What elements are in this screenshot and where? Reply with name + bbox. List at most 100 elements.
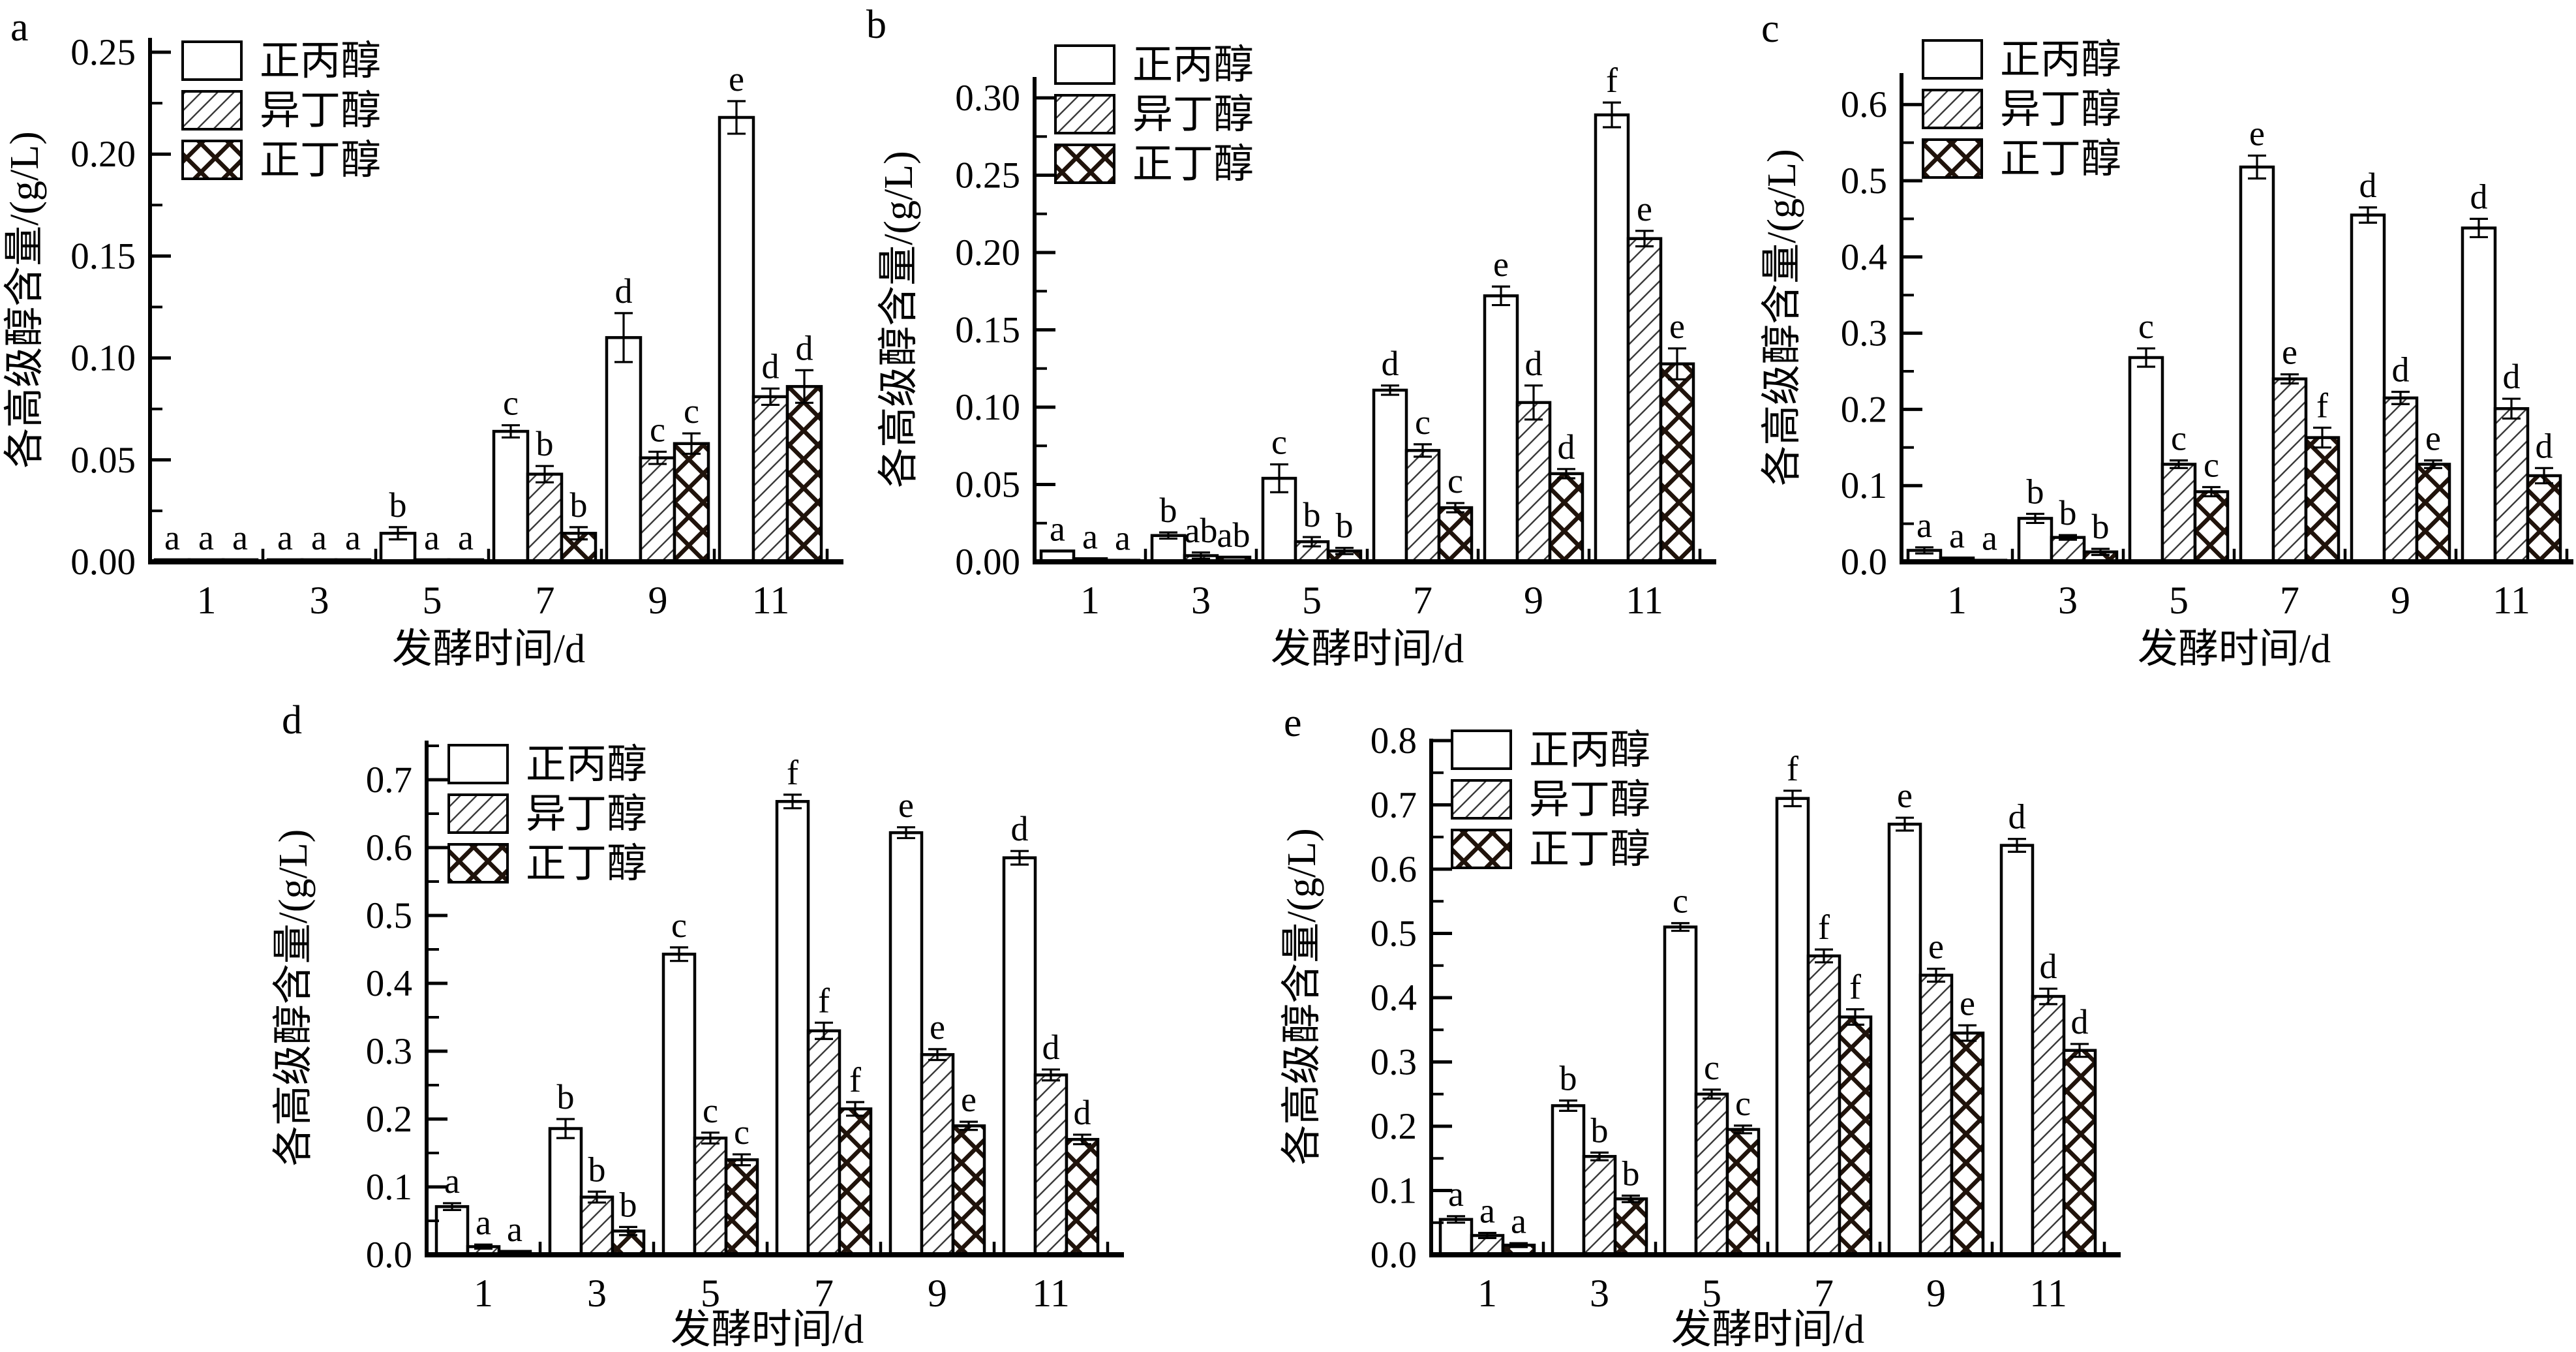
legend-swatch-n-butanol [181, 140, 243, 180]
x-tick-label: 3 [1191, 579, 1211, 622]
x-tick-label: 11 [1626, 579, 1663, 622]
sig-letter: b [620, 1185, 637, 1224]
sig-letter: b [2059, 493, 2077, 532]
bar-isobutanol-day11 [1626, 237, 1663, 564]
y-tick-label: 0.2 [366, 1099, 412, 1140]
sig-letter: c [1673, 882, 1688, 921]
sig-letter: f [787, 753, 798, 792]
legend-label-isobutanol: 异丁醇 [1132, 93, 1254, 137]
sig-letter: a [1448, 1175, 1464, 1214]
bar-n-butanol-day3 [1613, 1197, 1648, 1257]
y-axis-title: 各高级醇含量/(g/L) [1280, 828, 1324, 1165]
bar-isobutanol-day11 [2031, 994, 2066, 1257]
bar-n-propanol-day7 [775, 800, 810, 1257]
bar-n-propanol-day9 [1887, 822, 1922, 1257]
legend-swatch-n-propanol [1922, 39, 1983, 80]
x-tick-label: 9 [1524, 579, 1543, 622]
bar-n-propanol-day11 [1999, 844, 2035, 1257]
sig-letter: e [1928, 927, 1944, 966]
sig-letter: b [1622, 1154, 1640, 1193]
y-tick-label: 0.3 [1841, 313, 1887, 354]
sig-letter: e [1493, 245, 1509, 284]
legend-label-isobutanol: 异丁醇 [1529, 778, 1650, 822]
x-tick-label: 7 [2280, 579, 2299, 622]
sig-letter: d [2503, 357, 2521, 396]
legend-label-n-propanol: 正丙醇 [1132, 43, 1254, 87]
bar-n-propanol-day3 [548, 1127, 583, 1257]
sig-letter: c [671, 906, 687, 945]
legend-label-isobutanol: 异丁醇 [260, 89, 381, 133]
x-tick-label: 3 [587, 1272, 607, 1315]
bar-n-propanol-day9 [888, 831, 924, 1257]
y-tick-label: 0.5 [366, 895, 412, 936]
legend-label-isobutanol: 异丁醇 [2000, 87, 2121, 132]
bar-n-propanol-day11 [2461, 226, 2497, 564]
bar-n-propanol-day7 [1775, 797, 1810, 1257]
legend-label-n-butanol: 正丁醇 [2000, 137, 2121, 181]
bar-n-propanol-day1 [1438, 1218, 1474, 1257]
legend-label-n-butanol: 正丁醇 [260, 138, 381, 183]
y-tick-label: 0.0 [1371, 1235, 1417, 1276]
sig-letter: b [1303, 495, 1321, 534]
sig-letter: f [1606, 61, 1618, 100]
bar-isobutanol-day3 [2050, 536, 2086, 564]
y-tick-label: 0.0 [366, 1235, 412, 1276]
bar-n-propanol-day7 [492, 429, 530, 564]
bar-isobutanol-day9 [639, 456, 676, 564]
x-tick-label: 3 [1590, 1272, 1609, 1315]
sig-letter: b [1160, 491, 1177, 530]
sig-letter: a [277, 518, 293, 557]
sig-letter: e [961, 1080, 977, 1119]
bar-n-butanol-day11 [1065, 1137, 1100, 1257]
bar-n-propanol-day11 [1002, 856, 1037, 1257]
sig-letter: a [1982, 519, 1997, 558]
bar-n-butanol-day7 [1437, 506, 1474, 564]
legend-swatch-n-propanol [181, 40, 243, 81]
sig-letter: e [1669, 307, 1685, 346]
bar-isobutanol-day5 [693, 1136, 728, 1257]
sig-letter: e [898, 786, 914, 825]
sig-letter: a [198, 518, 214, 557]
x-tick-label: 9 [648, 579, 668, 622]
x-tick-label: 1 [1477, 1272, 1497, 1315]
sig-letter: c [703, 1091, 718, 1130]
sig-letter: a [1511, 1201, 1526, 1240]
y-axis-title: 各高级醇含量/(g/L) [3, 131, 47, 469]
sig-letter: c [1271, 423, 1287, 462]
y-axis-title: 各高级醇含量/(g/L) [1760, 149, 1804, 486]
x-tick-label: 9 [928, 1272, 947, 1315]
panel-e: a b c f e d a b c f e d a b c f e d 0.0 0.1 0.2 0.3 0.4 0.5 0.6 0… [1280, 701, 2121, 1352]
bar-n-propanol-day5 [1663, 925, 1698, 1257]
sig-letter: b [536, 424, 554, 463]
sig-letter: a [507, 1210, 523, 1249]
bar-isobutanol-day9 [2382, 396, 2419, 564]
sig-letter: d [2359, 166, 2377, 205]
bar-isobutanol-day7 [1404, 449, 1441, 564]
legend-swatch-isobutanol [1922, 89, 1983, 129]
sig-letter: d [1558, 427, 1575, 467]
sig-letter: b [389, 485, 407, 525]
bar-n-butanol-day9 [2415, 463, 2451, 564]
panel-letter: b [866, 3, 886, 47]
y-axis-title: 各高级醇含量/(g/L) [877, 151, 921, 488]
sig-letter: c [2138, 307, 2154, 346]
legend-label-n-propanol: 正丙醇 [526, 743, 647, 787]
sig-letter: d [796, 328, 813, 367]
sig-letter: ab [1185, 511, 1218, 550]
y-tick-label: 0.05 [70, 440, 136, 481]
bar-n-propanol-day9 [1483, 294, 1519, 564]
bar-isobutanol-day7 [526, 472, 564, 564]
sig-letter: e [930, 1007, 945, 1047]
sig-letter: a [164, 518, 180, 557]
sig-letter: d [1074, 1093, 1091, 1132]
panel-letter: a [10, 5, 29, 50]
sig-letter: a [1082, 517, 1098, 556]
y-tick-label: 0.25 [70, 32, 136, 73]
sig-letter: b [1591, 1111, 1609, 1150]
sig-letter: d [762, 346, 780, 386]
bar-n-propanol-day7 [2239, 165, 2275, 564]
x-tick-label: 1 [1947, 579, 1967, 622]
legend-swatch-isobutanol [1451, 779, 1512, 820]
